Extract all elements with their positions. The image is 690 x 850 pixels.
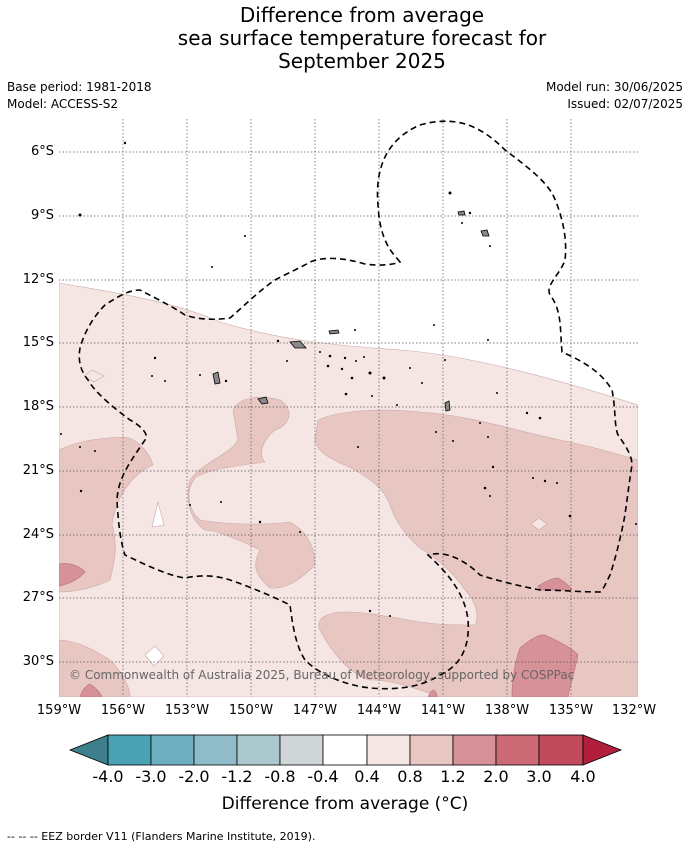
lat-label: 21°S: [22, 463, 54, 478]
colorbar-bin-4: [236, 734, 281, 766]
lon-label: 135°W: [548, 703, 594, 718]
title-line-2: sea surface temperature forecast for: [177, 26, 547, 50]
lon-label: 141°W: [420, 703, 466, 718]
lon-label: 159°W: [36, 703, 82, 718]
colorbar-bin-7: [366, 734, 411, 766]
lon-label: 147°W: [292, 703, 338, 718]
anomaly-region-0-8-centre: [187, 396, 316, 589]
colorbar-extend-max: [582, 734, 623, 766]
issued-date: Issued: 02/07/2025: [567, 97, 683, 111]
neutral-pocket-1: [151, 501, 165, 528]
colorbar-tick-label: 0.8: [397, 767, 423, 786]
colorbar-bin-10: [495, 734, 540, 766]
small-islets: [60, 141, 637, 617]
colorbar-bin-11: [538, 734, 584, 766]
title-line-1: Difference from average: [239, 3, 485, 27]
lat-label: 24°S: [22, 527, 54, 542]
lat-label: 18°S: [22, 399, 54, 414]
anomaly-region-0-8-west: [59, 436, 154, 593]
copyright-notice: © Commonwealth of Australia 2025, Bureau…: [69, 668, 575, 682]
lat-label: 6°S: [30, 144, 54, 159]
islands: [212, 210, 490, 412]
eez-legend-note: -- -- -- EEZ border V11 (Flanders Marine…: [7, 830, 316, 843]
lat-label: 12°S: [22, 272, 54, 287]
neutral-pocket-3: [530, 517, 548, 531]
lon-label: 156°W: [100, 703, 146, 718]
colorbar: [68, 734, 623, 766]
colorbar-bin-6: [322, 734, 368, 766]
title-line-3: September 2025: [278, 49, 446, 73]
model-name: Model: ACCESS-S2: [7, 97, 119, 111]
neutral-pocket-4: [83, 369, 105, 383]
lat-label: 9°S: [30, 208, 54, 223]
eez-border: [78, 120, 633, 690]
colorbar-bin-2: [150, 734, 195, 766]
lon-label: 132°W: [611, 703, 657, 718]
colorbar-extend-min: [68, 734, 109, 766]
colorbar-tick-label: 0.4: [354, 767, 380, 786]
lon-label: 150°W: [228, 703, 274, 718]
model-run: Model run: 30/06/2025: [545, 80, 683, 94]
colorbar-tick-label: -2.0: [178, 767, 210, 786]
anomaly-region-1-2-small: [427, 689, 438, 697]
colorbar-tick-label: 1.2: [440, 767, 466, 786]
anomaly-region-0-8-east: [314, 409, 638, 697]
colorbar-bin-3: [193, 734, 238, 766]
colorbar-bin-9: [452, 734, 497, 766]
colorbar-tick-label: -1.2: [221, 767, 253, 786]
anomaly-region-0-8-south: [59, 639, 131, 697]
lon-label: 153°W: [164, 703, 210, 718]
anomaly-region-1-2-southeast: [511, 634, 579, 697]
map-title: Difference from average sea surface temp…: [0, 4, 690, 73]
lon-label: 144°W: [356, 703, 402, 718]
lat-label: 27°S: [22, 590, 54, 605]
lat-label: 15°S: [22, 335, 54, 350]
colorbar-tick-label: -4.0: [92, 767, 124, 786]
anomaly-region-1-2-south: [79, 683, 103, 697]
colorbar-tick-label: 4.0: [570, 767, 596, 786]
colorbar-bin-5: [279, 734, 324, 766]
colorbar-tick-label: -3.0: [135, 767, 167, 786]
colorbar-tick-label: 2.0: [483, 767, 509, 786]
anomaly-region-1-2-west: [59, 563, 86, 587]
colorbar-tick-label: 3.0: [526, 767, 552, 786]
meta-left: Base period: 1981-2018 Model: ACCESS-S2: [7, 79, 152, 113]
lat-label: 30°S: [22, 654, 54, 669]
map-panel: [59, 119, 638, 697]
colorbar-bin-8: [409, 734, 454, 766]
base-period: Base period: 1981-2018: [7, 80, 152, 94]
colorbar-tick-label: -0.8: [264, 767, 296, 786]
lon-label: 138°W: [484, 703, 530, 718]
meta-right: Model run: 30/06/2025 Issued: 02/07/2025: [546, 79, 683, 113]
anomaly-region-1-2-east: [537, 577, 573, 591]
colorbar-title: Difference from average (°C): [221, 794, 469, 814]
colorbar-bin-1: [107, 734, 152, 766]
colorbar-tick-label: -0.4: [307, 767, 339, 786]
